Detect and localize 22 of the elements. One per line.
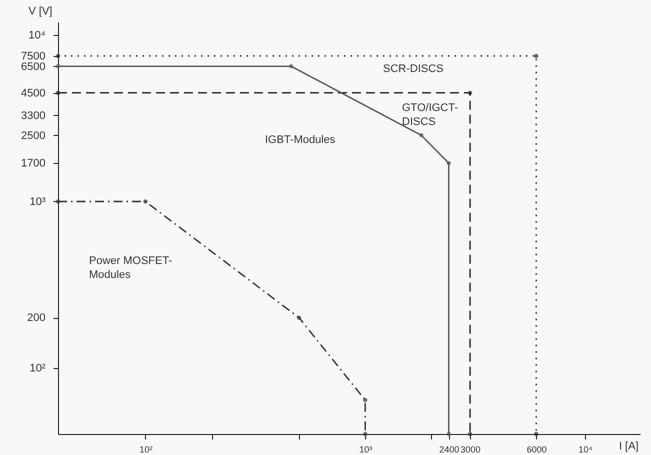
y-tick-label: 2500 <box>21 130 46 142</box>
y-tick-label: 10⁴ <box>28 30 46 42</box>
y-tick-label: 6500 <box>21 60 46 73</box>
y-tick-label: 1700 <box>21 158 46 170</box>
x-tick-label: 2400 <box>439 444 460 454</box>
annotation: GTO/IGCT- DISCS <box>402 102 458 128</box>
x-tick-label: 6000 <box>526 444 547 454</box>
y-tick-label: 4500 <box>21 87 46 100</box>
y-tick-label: 7500 <box>21 50 46 62</box>
y-axis-title: V [V] <box>28 6 52 18</box>
x-tick-label: 10³ <box>359 444 372 454</box>
annotation: IGBT-Modules <box>265 134 336 146</box>
y-tick-label: 3300 <box>21 110 46 122</box>
x-tick-label: 3000 <box>460 444 481 454</box>
annotation: Power MOSFET- Modules <box>89 255 172 281</box>
x-axis-title: I [A] <box>618 440 638 452</box>
x-tick-label: 10⁴ <box>578 444 593 454</box>
annotation: SCR-DISCS <box>383 63 444 75</box>
y-tick-label: 10² <box>30 362 46 374</box>
y-tick-label: 10³ <box>30 196 46 208</box>
x-tick-label: 10² <box>139 444 152 454</box>
y-tick-label: 200 <box>27 312 46 324</box>
